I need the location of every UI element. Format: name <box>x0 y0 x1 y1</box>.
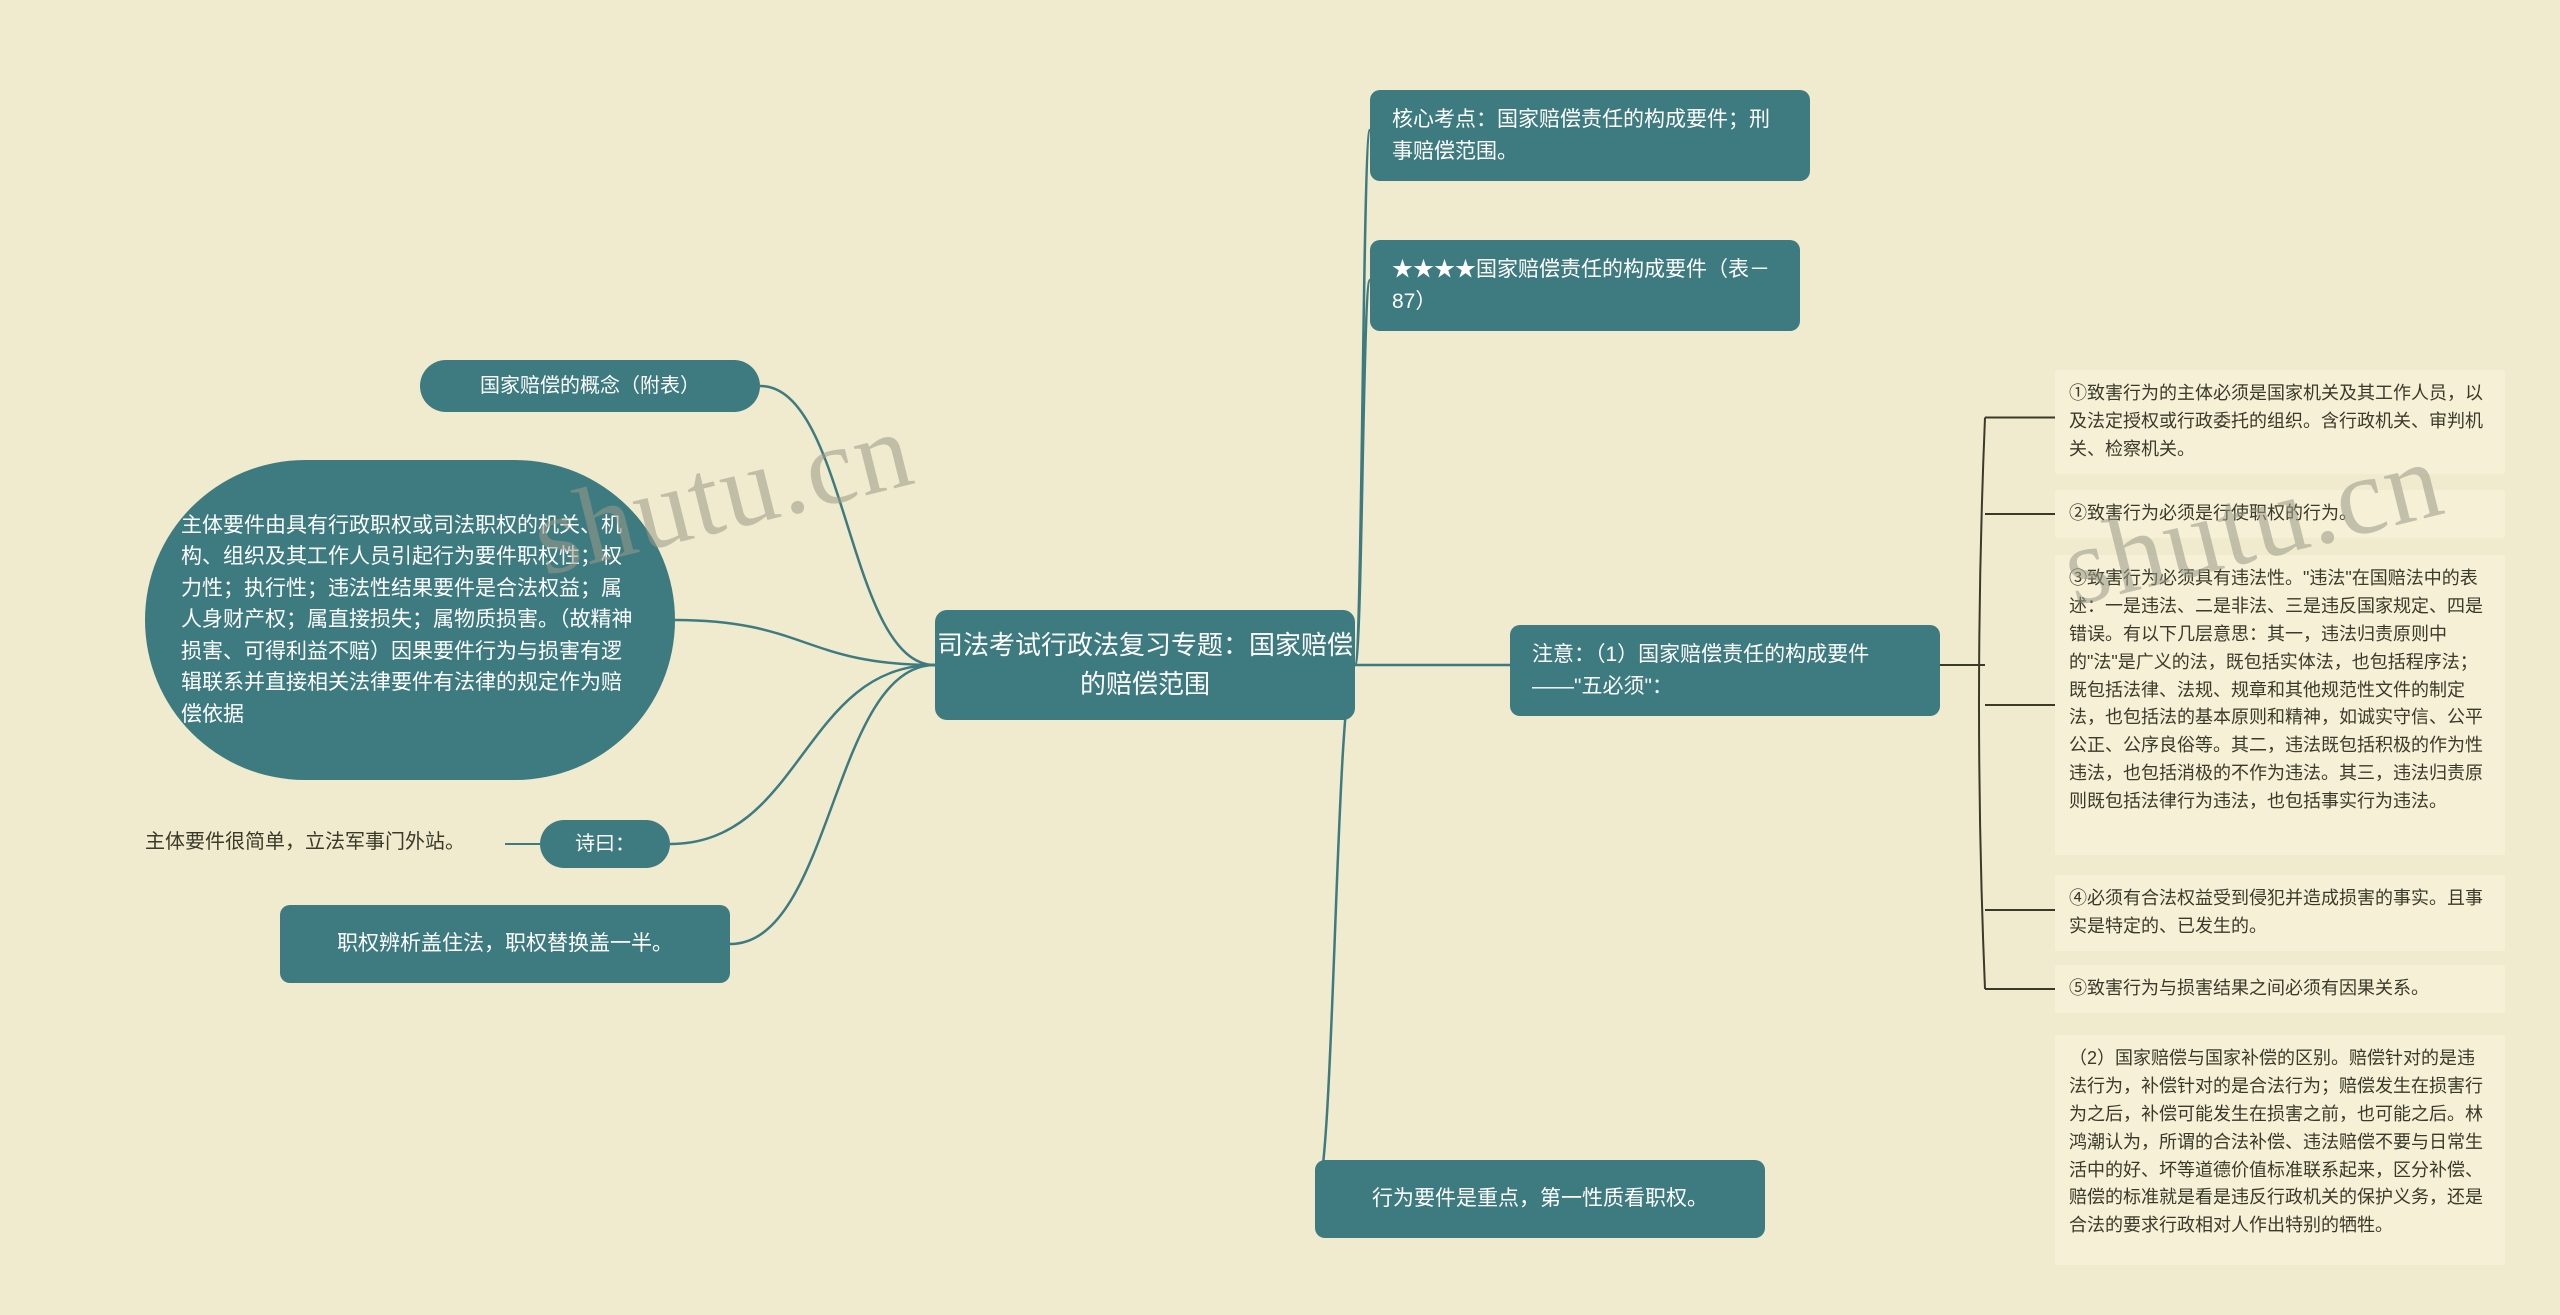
r3e-sub-leaf: （2）国家赔偿与国家补偿的区别。赔偿针对的是违法行为，补偿针对的是合法行为；赔偿… <box>2055 1035 2505 1265</box>
r3e-leaf: ⑤致害行为与损害结果之间必须有因果关系。 <box>2055 965 2505 1013</box>
l1-text: 国家赔偿的概念（附表） <box>480 371 700 401</box>
l2-text: 主体要件由具有行政职权或司法职权的机关、机构、组织及其工作人员引起行为要件职权性… <box>181 510 639 731</box>
r3b-leaf: ②致害行为必须是行使职权的行为。 <box>2055 490 2505 538</box>
r3c-leaf: ③致害行为必须具有违法性。"违法"在国赔法中的表述：一是违法、二是非法、三是违反… <box>2055 555 2505 855</box>
l3-sub-label: 主体要件很简单，立法军事门外站。 <box>145 825 465 854</box>
r3-text: 注意：（1）国家赔偿责任的构成要件——"五必须"： <box>1532 639 1918 702</box>
r2-node: ★★★★国家赔偿责任的构成要件（表－87） <box>1370 240 1800 331</box>
center-node: 司法考试行政法复习专题：国家赔偿的赔偿范围 <box>935 610 1355 720</box>
center-text: 司法考试行政法复习专题：国家赔偿的赔偿范围 <box>935 626 1355 704</box>
l2-node: 主体要件由具有行政职权或司法职权的机关、机构、组织及其工作人员引起行为要件职权性… <box>145 460 675 780</box>
r1-node: 核心考点：国家赔偿责任的构成要件；刑事赔偿范围。 <box>1370 90 1810 181</box>
r3-node: 注意：（1）国家赔偿责任的构成要件——"五必须"： <box>1510 625 1940 716</box>
l4-node: 职权辨析盖住法，职权替换盖一半。 <box>280 905 730 983</box>
r3a-leaf: ①致害行为的主体必须是国家机关及其工作人员，以及法定授权或行政委托的组织。含行政… <box>2055 370 2505 474</box>
l4-text: 职权辨析盖住法，职权替换盖一半。 <box>337 928 673 960</box>
r1-text: 核心考点：国家赔偿责任的构成要件；刑事赔偿范围。 <box>1392 104 1788 167</box>
r4-node: 行为要件是重点，第一性质看职权。 <box>1315 1160 1765 1238</box>
r3d-leaf: ④必须有合法权益受到侵犯并造成损害的事实。且事实是特定的、已发生的。 <box>2055 875 2505 951</box>
l3-text: 诗曰： <box>575 829 635 859</box>
l3-node: 诗曰： <box>540 820 670 868</box>
r2-text: ★★★★国家赔偿责任的构成要件（表－87） <box>1392 254 1778 317</box>
r4-text: 行为要件是重点，第一性质看职权。 <box>1372 1183 1708 1215</box>
l1-node: 国家赔偿的概念（附表） <box>420 360 760 412</box>
